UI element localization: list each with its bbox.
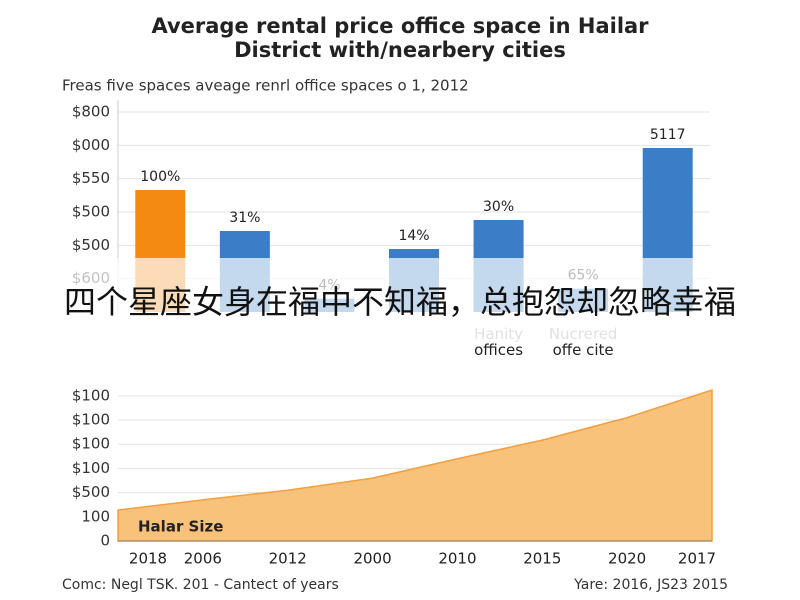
- y-tick-label: $500: [72, 203, 110, 221]
- data-label: 100%: [140, 169, 180, 185]
- chart-subtitle: Freas five spaces aveage renrl office sp…: [62, 77, 469, 95]
- x-tick-label: 2012: [269, 550, 307, 568]
- y-tick-label: $100: [72, 411, 110, 429]
- x-tick-label: 2018: [129, 550, 167, 568]
- footer-note: Comc: Negl TSK. 201 - Cantect of years: [62, 577, 339, 593]
- y-tick-label: $550: [72, 169, 110, 187]
- footer-note: Yare: 2016, JS23 2015: [573, 577, 728, 593]
- area: [117, 388, 713, 542]
- y-tick-label: 100: [81, 507, 110, 525]
- y-tick-label: $500: [72, 483, 110, 501]
- chart-title: District with/nearbery cities: [234, 38, 566, 62]
- legend-label: Halar Size: [138, 518, 223, 536]
- chart-title: Average rental price office space in Hai…: [151, 14, 649, 38]
- data-label: 14%: [398, 228, 429, 244]
- x-tick-label: 2017: [678, 550, 716, 568]
- y-tick-label: $100: [72, 435, 110, 453]
- y-tick-label: $100: [72, 459, 110, 477]
- x-tick-label: 2006: [184, 550, 222, 568]
- overlay-band: [0, 258, 800, 342]
- x-tick-label-line: offe cite: [553, 341, 614, 359]
- x-tick-label-line: offices: [474, 341, 523, 359]
- x-tick-label: 2020: [608, 550, 646, 568]
- y-tick-label: 0: [100, 532, 110, 550]
- overlay-text: 四个星座女身在福中不知福，总抱怨却忽略幸福: [64, 283, 736, 321]
- x-tick-label: 2010: [438, 550, 476, 568]
- data-label: 5117: [650, 127, 686, 143]
- data-label: 30%: [483, 199, 514, 215]
- x-tick-label: 2000: [353, 550, 391, 568]
- data-label: 31%: [229, 210, 260, 226]
- y-tick-label: $100: [72, 386, 110, 404]
- x-tick-label: 2015: [523, 550, 561, 568]
- y-tick-label: $800: [72, 103, 110, 121]
- y-tick-label: $000: [72, 136, 110, 154]
- y-tick-label: $500: [72, 236, 110, 254]
